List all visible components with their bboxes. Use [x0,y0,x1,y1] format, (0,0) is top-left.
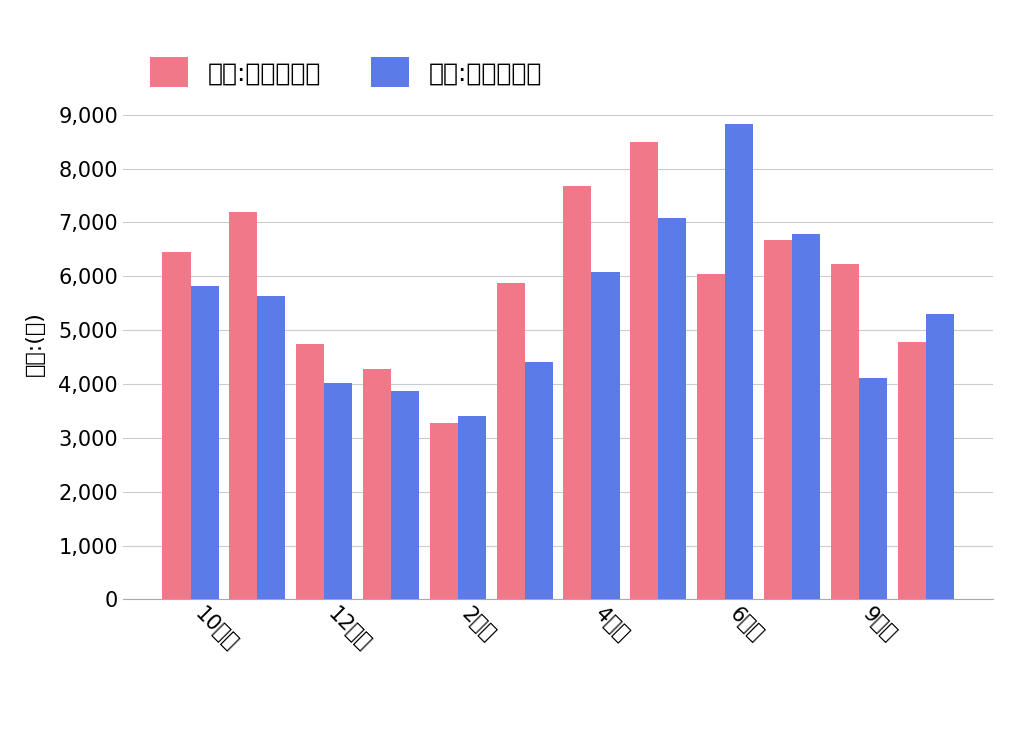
Bar [859,377,887,599]
Bar [430,423,458,599]
Bar [362,369,391,599]
Bar [497,283,524,599]
Bar [725,124,754,599]
Bar [592,272,620,599]
Y-axis label: 単位:(円): 単位:(円) [25,311,44,376]
Bar [792,234,820,599]
Bar [830,265,859,599]
Legend: 前年:お支払い額, 当年:お支払い額: 前年:お支払い額, 当年:お支払い額 [140,47,552,97]
Bar [898,342,926,599]
Bar [296,344,325,599]
Bar [524,363,553,599]
Bar [229,211,257,599]
Bar [458,416,486,599]
Bar [391,391,419,599]
Bar [764,240,792,599]
Bar [658,218,686,599]
Bar [325,384,352,599]
Bar [190,286,218,599]
Bar [697,273,725,599]
Bar [163,252,190,599]
Bar [630,142,658,599]
Bar [563,186,592,599]
Bar [926,314,953,599]
Bar [257,296,286,599]
